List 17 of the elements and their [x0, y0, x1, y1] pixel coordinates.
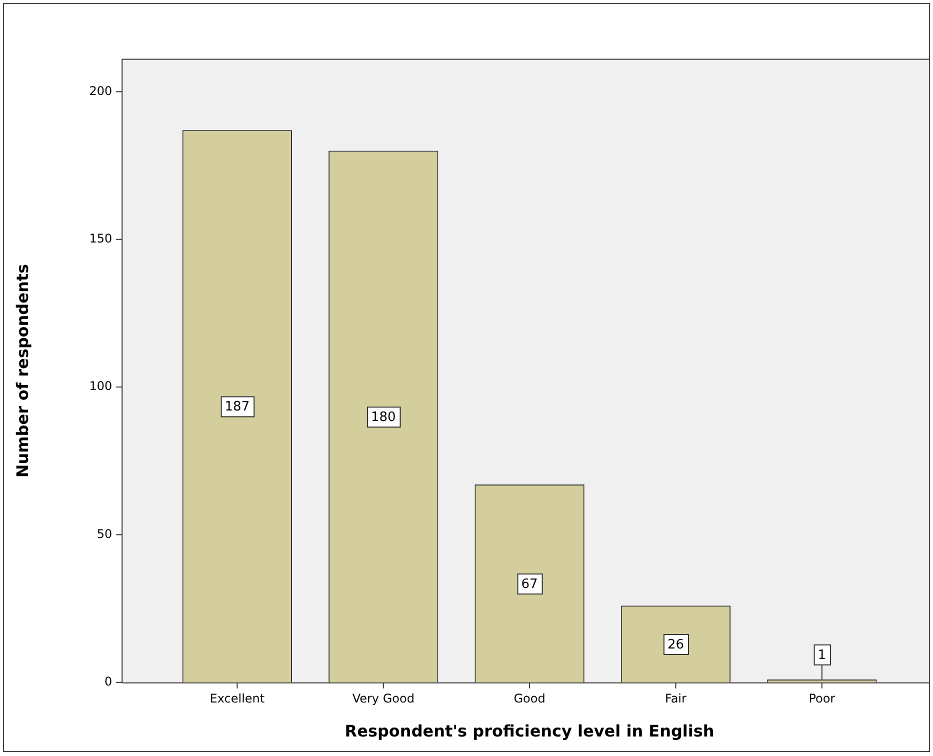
- y-axis-title: Number of respondents: [12, 264, 32, 478]
- x-tick-label: Poor: [808, 692, 836, 706]
- data-label: 26: [667, 637, 684, 652]
- x-tick-label: Good: [514, 692, 546, 706]
- y-tick-label: 150: [89, 231, 112, 246]
- x-tick-label: Fair: [665, 692, 687, 706]
- data-label: 180: [370, 410, 396, 425]
- x-tick-label: Very Good: [352, 692, 414, 706]
- data-label: 187: [224, 400, 250, 415]
- y-tick-label: 100: [89, 379, 112, 394]
- x-tick-label: Excellent: [210, 692, 265, 706]
- y-tick-label: 200: [89, 84, 112, 98]
- y-tick-label: 0: [104, 674, 112, 689]
- x-axis-title: Respondent's proficiency level in English: [344, 722, 714, 741]
- data-label: 1: [818, 648, 826, 663]
- y-tick-label: 50: [96, 526, 112, 541]
- data-label: 67: [521, 576, 538, 592]
